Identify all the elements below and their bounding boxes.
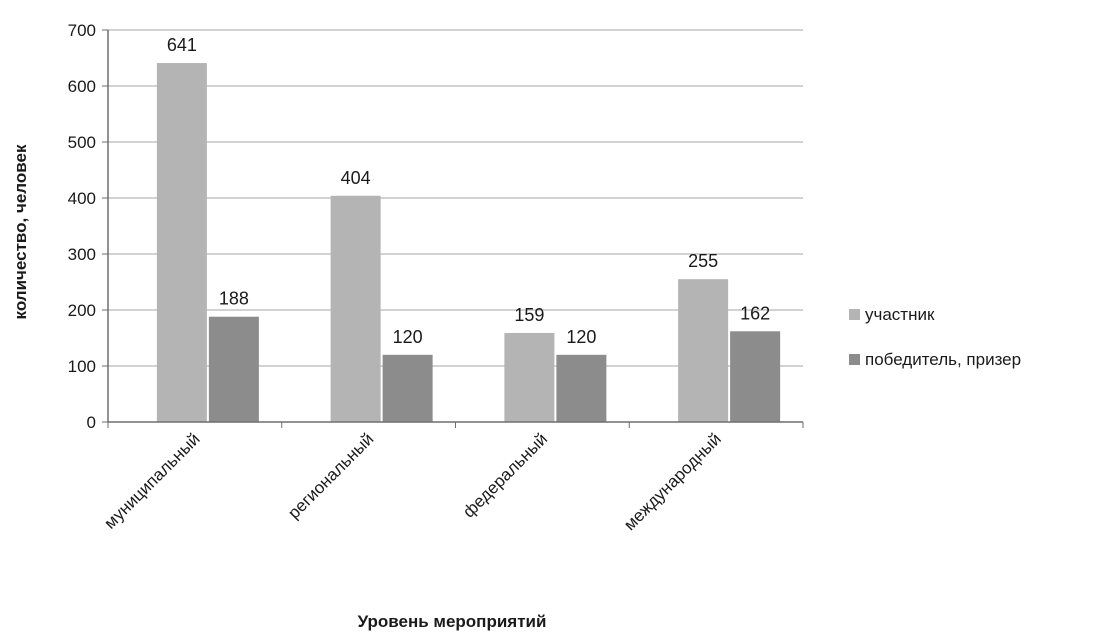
bar-participant-1 [330,195,381,422]
x-tick-label-0: муниципальный [100,429,203,532]
bar-participant-0 [156,63,207,422]
legend: участник победитель, призер [849,305,1021,369]
y-tick-label-7: 700 [68,21,96,40]
bar-winner-2 [556,354,607,422]
y-tick-label-3: 300 [68,245,96,264]
y-tick-label-0: 0 [87,413,96,432]
legend-swatch-participant [849,309,860,320]
data-label-participant-1: 404 [341,168,371,188]
data-label-winner-1: 120 [393,327,423,347]
y-tick-label-6: 600 [68,77,96,96]
legend-swatch-winner [849,354,860,365]
x-tick-label-1: региональный [284,429,377,522]
legend-item-winner: победитель, призер [849,350,1021,369]
y-tick-label-1: 100 [68,357,96,376]
legend-item-participant: участник [849,305,935,324]
y-tick-label-2: 200 [68,301,96,320]
x-axis-title: Уровень мероприятий [358,612,547,631]
data-label-participant-0: 641 [167,35,197,55]
bar-participant-3 [678,279,729,422]
y-tick-label-5: 500 [68,133,96,152]
y-axis-title: количество, человек [11,144,30,319]
data-label-winner-3: 162 [740,303,770,323]
bars [156,63,781,422]
data-label-participant-3: 255 [688,251,718,271]
data-label-winner-2: 120 [566,327,596,347]
bar-participant-2 [504,332,555,422]
bar-winner-3 [730,331,781,422]
x-tick-label-3: международный [620,429,725,534]
legend-label-winner: победитель, призер [865,350,1021,369]
x-tick-labels: муниципальный региональный федеральный межд… [100,422,804,534]
gridlines [108,29,803,367]
y-tick-labels: 0 100 200 300 400 500 600 700 [68,21,108,432]
y-tick-label-4: 400 [68,189,96,208]
x-tick-label-2: федеральный [459,429,551,521]
bar-winner-0 [208,316,259,422]
bar-winner-1 [382,354,433,422]
data-labels: 641 188 404 120 159 120 255 162 [167,35,770,347]
data-label-winner-0: 188 [219,289,249,309]
data-label-participant-2: 159 [514,305,544,325]
legend-label-participant: участник [865,305,935,324]
